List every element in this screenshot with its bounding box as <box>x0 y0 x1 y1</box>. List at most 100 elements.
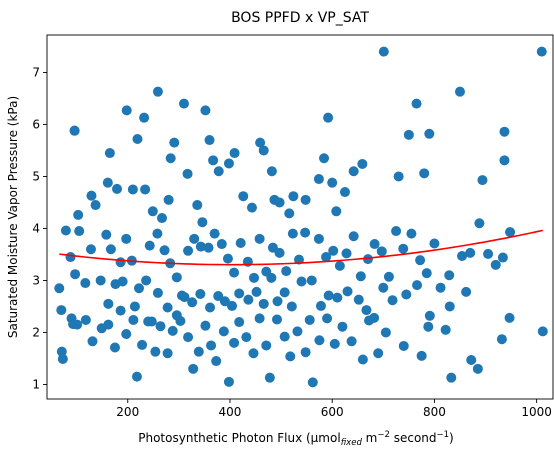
data-point <box>227 300 238 311</box>
data-point <box>131 371 142 382</box>
data-point <box>197 217 208 228</box>
x-tick-label: 1000 <box>521 405 552 419</box>
data-point <box>477 175 488 186</box>
data-point <box>60 225 71 236</box>
data-point <box>254 313 265 324</box>
data-point <box>258 298 269 309</box>
data-point <box>139 112 150 123</box>
data-point <box>249 272 259 283</box>
data-point <box>315 300 326 311</box>
data-point <box>147 206 158 217</box>
data-point <box>65 252 76 263</box>
data-point <box>348 166 359 177</box>
data-point <box>121 329 132 339</box>
data-point <box>132 134 143 144</box>
data-point <box>229 267 240 278</box>
data-point <box>383 271 394 282</box>
data-point <box>429 238 440 249</box>
data-point <box>419 168 430 179</box>
data-point <box>241 332 252 343</box>
data-point <box>423 321 434 332</box>
data-point <box>70 269 81 280</box>
data-point <box>323 290 334 301</box>
data-point <box>300 194 311 205</box>
data-point <box>246 202 257 213</box>
data-point <box>171 310 182 321</box>
data-point <box>387 295 398 306</box>
data-point <box>74 226 85 237</box>
data-point <box>105 244 116 255</box>
data-point <box>238 191 249 202</box>
data-point <box>496 334 507 345</box>
data-point <box>134 283 144 294</box>
data-point <box>331 206 342 217</box>
data-point <box>292 326 303 337</box>
data-point <box>162 302 173 313</box>
data-point <box>398 243 409 254</box>
data-point <box>266 272 277 283</box>
data-point <box>188 363 199 374</box>
data-point <box>416 350 427 361</box>
data-point <box>287 228 298 239</box>
data-point <box>183 245 194 256</box>
data-point <box>304 314 315 325</box>
data-point <box>300 347 311 358</box>
data-point <box>466 355 477 365</box>
data-point <box>483 248 494 259</box>
data-point <box>415 255 426 266</box>
data-point <box>179 292 190 303</box>
data-point <box>234 317 245 328</box>
data-point <box>195 288 206 299</box>
data-point <box>490 259 501 270</box>
data-point <box>421 268 432 279</box>
data-point <box>322 313 333 324</box>
y-tick-label: 1 <box>32 377 40 391</box>
data-point <box>85 244 96 255</box>
data-point <box>73 209 84 220</box>
data-point <box>128 314 139 325</box>
x-axis-label-superscript-2: −1 <box>437 430 450 440</box>
data-point <box>109 342 120 353</box>
data-point <box>281 266 292 277</box>
y-tick-label: 7 <box>32 65 40 79</box>
data-point <box>369 239 380 250</box>
data-point <box>337 321 348 332</box>
data-point <box>218 326 229 337</box>
data-point <box>342 286 353 297</box>
data-point <box>80 278 91 289</box>
data-point <box>219 296 230 307</box>
data-point <box>505 227 516 238</box>
data-point <box>229 337 240 348</box>
data-point <box>103 298 114 309</box>
data-point <box>223 376 234 387</box>
data-point <box>274 247 285 258</box>
data-point <box>401 289 412 300</box>
data-point <box>255 137 266 148</box>
data-point <box>461 286 472 297</box>
data-point <box>258 145 269 156</box>
data-point <box>213 166 224 177</box>
data-point <box>137 339 148 350</box>
data-point <box>208 155 219 166</box>
chart-title: BOS PPFD x VP_SAT <box>231 10 369 26</box>
data-point <box>251 286 262 297</box>
data-point <box>444 301 455 312</box>
data-point <box>121 105 132 116</box>
data-point <box>398 340 409 351</box>
x-tick-label: 200 <box>116 405 139 419</box>
data-point <box>141 275 152 286</box>
data-point <box>323 112 334 123</box>
data-point <box>192 200 203 211</box>
data-point <box>152 228 163 239</box>
data-point <box>319 153 330 164</box>
data-point <box>222 253 233 264</box>
data-point <box>152 287 163 298</box>
data-point <box>234 288 245 299</box>
data-point <box>204 135 215 146</box>
data-point <box>101 229 112 240</box>
data-point <box>87 336 98 347</box>
data-point <box>378 282 389 293</box>
data-point <box>314 335 325 346</box>
data-point <box>182 168 193 179</box>
